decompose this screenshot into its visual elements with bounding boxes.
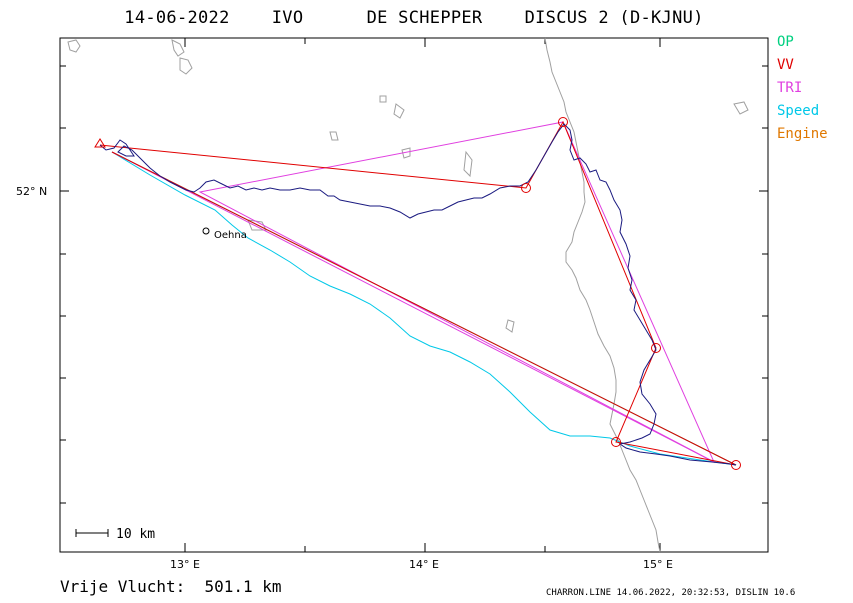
scale-bar [75, 529, 109, 537]
footer-credit: CHARRON.LINE 14.06.2022, 20:32:53, DISLI… [546, 588, 796, 598]
speed-track [111, 151, 737, 466]
legend-speed: Speed [777, 103, 820, 119]
flight-title: 14-06-2022 IVO DE SCHEPPER DISCUS 2 (D-K… [124, 8, 704, 28]
start-marker [94, 138, 106, 148]
lakes [67, 39, 749, 333]
border-line [544, 37, 661, 553]
map-frame [59, 37, 769, 553]
y-tick-label-52n: 52° N [16, 185, 47, 198]
y-axis-ticks [60, 65, 768, 504]
place-oehna-marker [202, 227, 210, 235]
free-flight-distance: Vrije Vlucht: 501.1 km [60, 577, 282, 596]
legend-vv: VV [777, 57, 794, 73]
x-tick-label-15e: 15° E [643, 558, 673, 571]
flight-track [99, 123, 737, 466]
turnpoint-markers [94, 117, 741, 470]
legend-tri: TRI [777, 80, 803, 96]
x-tick-label-14e: 14° E [409, 558, 439, 571]
vv-route [99, 120, 737, 466]
place-oehna-label: Oehna [214, 230, 247, 241]
turnpoint-2 [521, 183, 531, 193]
turnpoint-5 [731, 460, 741, 470]
legend-op: OP [777, 34, 794, 50]
turnpoint-3 [651, 343, 661, 353]
x-axis-ticks [184, 38, 661, 552]
legend-engine: Engine [777, 126, 828, 142]
tri-route-leg [111, 151, 715, 463]
x-tick-label-13e: 13° E [170, 558, 200, 571]
turnpoint-1 [558, 117, 568, 127]
scale-bar-label: 10 km [116, 527, 155, 542]
turnpoint-4 [611, 437, 621, 447]
tri-route [198, 121, 716, 464]
